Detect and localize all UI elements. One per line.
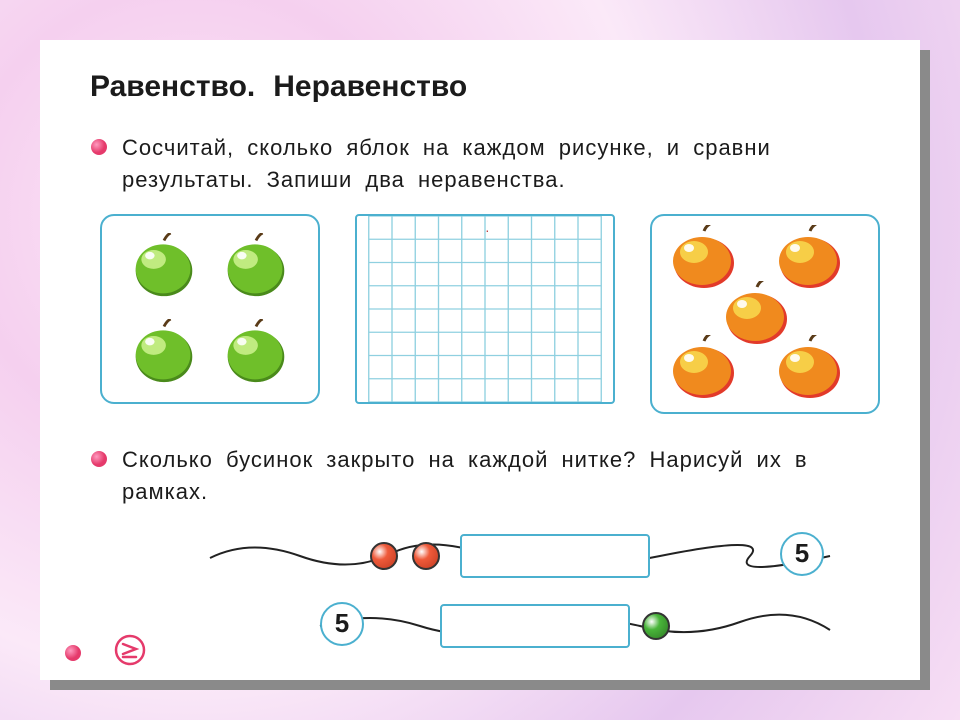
bullet-icon [64, 644, 82, 662]
orange-apple-icon [775, 335, 845, 401]
green-apple-icon [222, 319, 290, 385]
figures-row [100, 214, 880, 414]
title-part-2: Неравенство [273, 70, 467, 104]
task-1: Сосчитай, сколько яблок на каждом рисунк… [90, 132, 880, 196]
answer-grid[interactable] [355, 214, 615, 404]
task-2: Сколько бусинок закрыто на каждой нитке?… [90, 444, 880, 508]
footer-area [96, 634, 156, 666]
task-1-text: Сосчитай, сколько яблок на каждом рисунк… [122, 132, 880, 196]
bullet-icon [90, 138, 108, 156]
worksheet-page: Равенство. Неравенство Сосчитай, сколько… [40, 40, 920, 680]
grid-lines [357, 216, 613, 402]
bead-icon [412, 542, 440, 570]
bead-icon [642, 612, 670, 640]
beads-area: 5 5 [190, 520, 880, 660]
count-circle: 5 [780, 532, 824, 576]
green-apples-card [100, 214, 320, 404]
green-apple-icon [130, 233, 198, 299]
task-2-text: Сколько бусинок закрыто на каждой нитке?… [122, 444, 880, 508]
answer-box[interactable] [440, 604, 630, 648]
title-part-1: Равенство. [90, 70, 255, 104]
page-title: Равенство. Неравенство [90, 70, 880, 104]
green-apple-icon [130, 319, 198, 385]
orange-apple-icon [669, 335, 739, 401]
count-circle: 5 [320, 602, 364, 646]
green-apple-icon [222, 233, 290, 299]
geq-icon [123, 644, 136, 657]
orange-apples-card [650, 214, 880, 414]
answer-box[interactable] [460, 534, 650, 578]
bead-row-2: 5 [190, 590, 880, 660]
bullet-icon [90, 450, 108, 468]
bead-icon [370, 542, 398, 570]
bead-row-1: 5 [190, 520, 880, 590]
